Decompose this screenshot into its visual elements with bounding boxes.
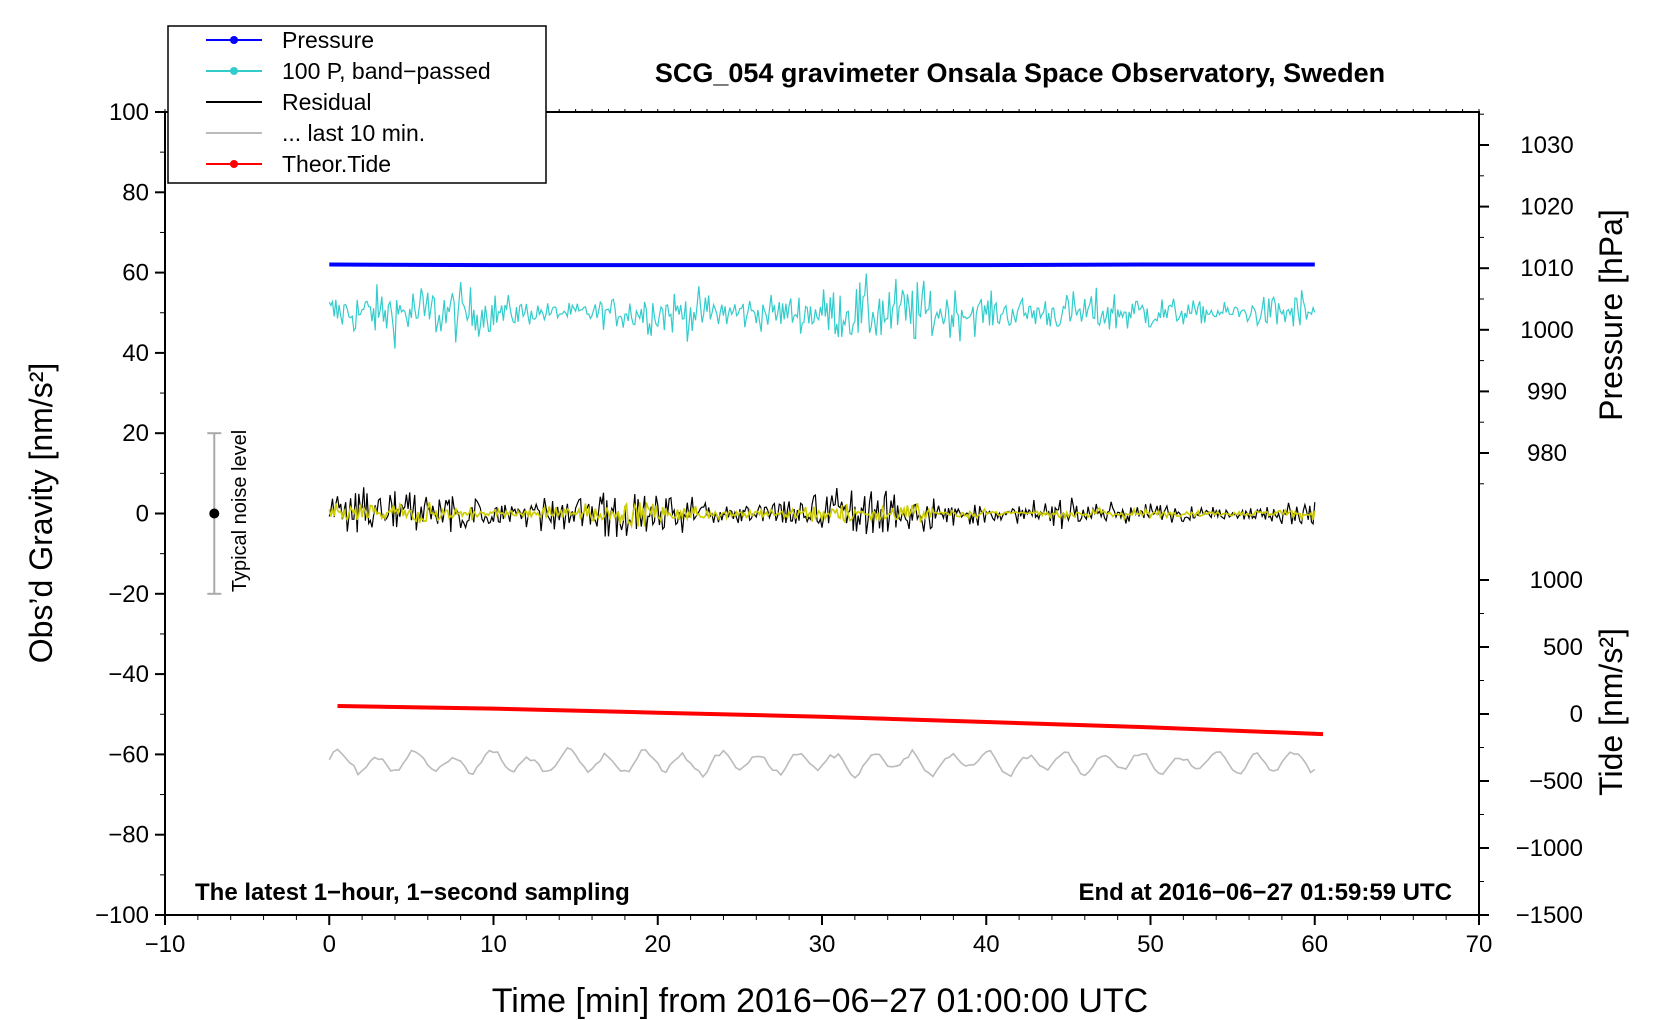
x-tick-label: 0 <box>323 931 336 958</box>
y-tick-label: −80 <box>108 822 149 849</box>
tide-tick-label: −500 <box>1529 768 1583 795</box>
tide-tick-label: −1000 <box>1516 835 1583 862</box>
legend-label-pressure: Pressure <box>282 27 374 53</box>
x-tick-label: 50 <box>1137 931 1164 958</box>
series-bandpassed-line <box>328 273 1316 349</box>
y-tick-label: −100 <box>95 902 149 929</box>
sampling-note: The latest 1−hour, 1−second sampling <box>195 879 630 906</box>
legend-marker <box>230 36 238 44</box>
y-tick-label: 80 <box>122 179 149 206</box>
y-tick-label: 20 <box>122 420 149 447</box>
tick-labels: −10 0 10 20 30 40 50 60 70−100−80−60−40−20020406… <box>95 99 1583 958</box>
pressure-tick-label: 1000 <box>1520 317 1573 344</box>
x-tick-label: 40 <box>973 931 1000 958</box>
pressure-tick-label: 990 <box>1527 378 1567 405</box>
y-tick-label: 60 <box>122 260 149 287</box>
y-tick-label: 100 <box>109 99 149 126</box>
legend-marker <box>230 160 238 168</box>
y-tick-label: −40 <box>108 661 149 688</box>
x-tick-label: 60 <box>1301 931 1328 958</box>
series-tide-line <box>337 704 1324 737</box>
tide-tick-label: 0 <box>1570 701 1583 728</box>
series-pressure-line <box>329 262 1315 268</box>
y-tick-label: −20 <box>108 581 149 608</box>
pressure-tick-label: 980 <box>1527 440 1567 467</box>
data-series <box>328 262 1324 779</box>
y-axis-label-pressure: Pressure [hPa] <box>1593 209 1629 421</box>
y-tick-label: 40 <box>122 340 149 367</box>
x-tick-label: 30 <box>809 931 836 958</box>
pressure-tick-label: 1030 <box>1520 132 1573 159</box>
tick-marks <box>155 109 1489 925</box>
legend: Pressure 100 P, band−passed Residual ...… <box>167 25 547 184</box>
end-time-note: End at 2016−06−27 01:59:59 UTC <box>1078 879 1452 906</box>
pressure-tick-label: 1010 <box>1520 255 1573 282</box>
x-tick-label: −10 <box>145 931 186 958</box>
legend-label-tide: Theor.Tide <box>282 151 391 177</box>
series-last10-line <box>328 746 1316 779</box>
tide-tick-label: 500 <box>1543 634 1583 661</box>
series-residual-smoothed-line <box>328 501 1316 530</box>
x-axis-label: Time [min] from 2016−06−27 01:00:00 UTC <box>492 982 1148 1020</box>
x-tick-label: 10 <box>480 931 507 958</box>
series-residual-line <box>328 487 1316 537</box>
legend-label-bandpassed: 100 P, band−passed <box>282 58 491 84</box>
tide-tick-label: −1500 <box>1516 902 1583 929</box>
noise-label: Typical noise level <box>229 430 251 592</box>
y-axis-label-left: Obs’d Gravity [nm/s²] <box>23 363 59 664</box>
legend-marker <box>230 67 238 75</box>
legend-box <box>167 25 547 184</box>
x-tick-label: 70 <box>1466 931 1493 958</box>
noise-level-indicator: Typical noise level <box>207 430 251 595</box>
y-tick-label: −60 <box>108 741 149 768</box>
y-axis-label-tide: Tide [nm/s²] <box>1593 628 1629 796</box>
pressure-tick-label: 1020 <box>1520 194 1573 221</box>
legend-label-last10: ... last 10 min. <box>282 120 425 146</box>
noise-dot <box>209 508 220 519</box>
y-tick-label: 0 <box>136 501 149 528</box>
tide-tick-label: 1000 <box>1530 567 1583 594</box>
legend-label-residual: Residual <box>282 89 372 115</box>
chart-title: SCG_054 gravimeter Onsala Space Observat… <box>655 58 1385 88</box>
x-tick-label: 20 <box>644 931 671 958</box>
